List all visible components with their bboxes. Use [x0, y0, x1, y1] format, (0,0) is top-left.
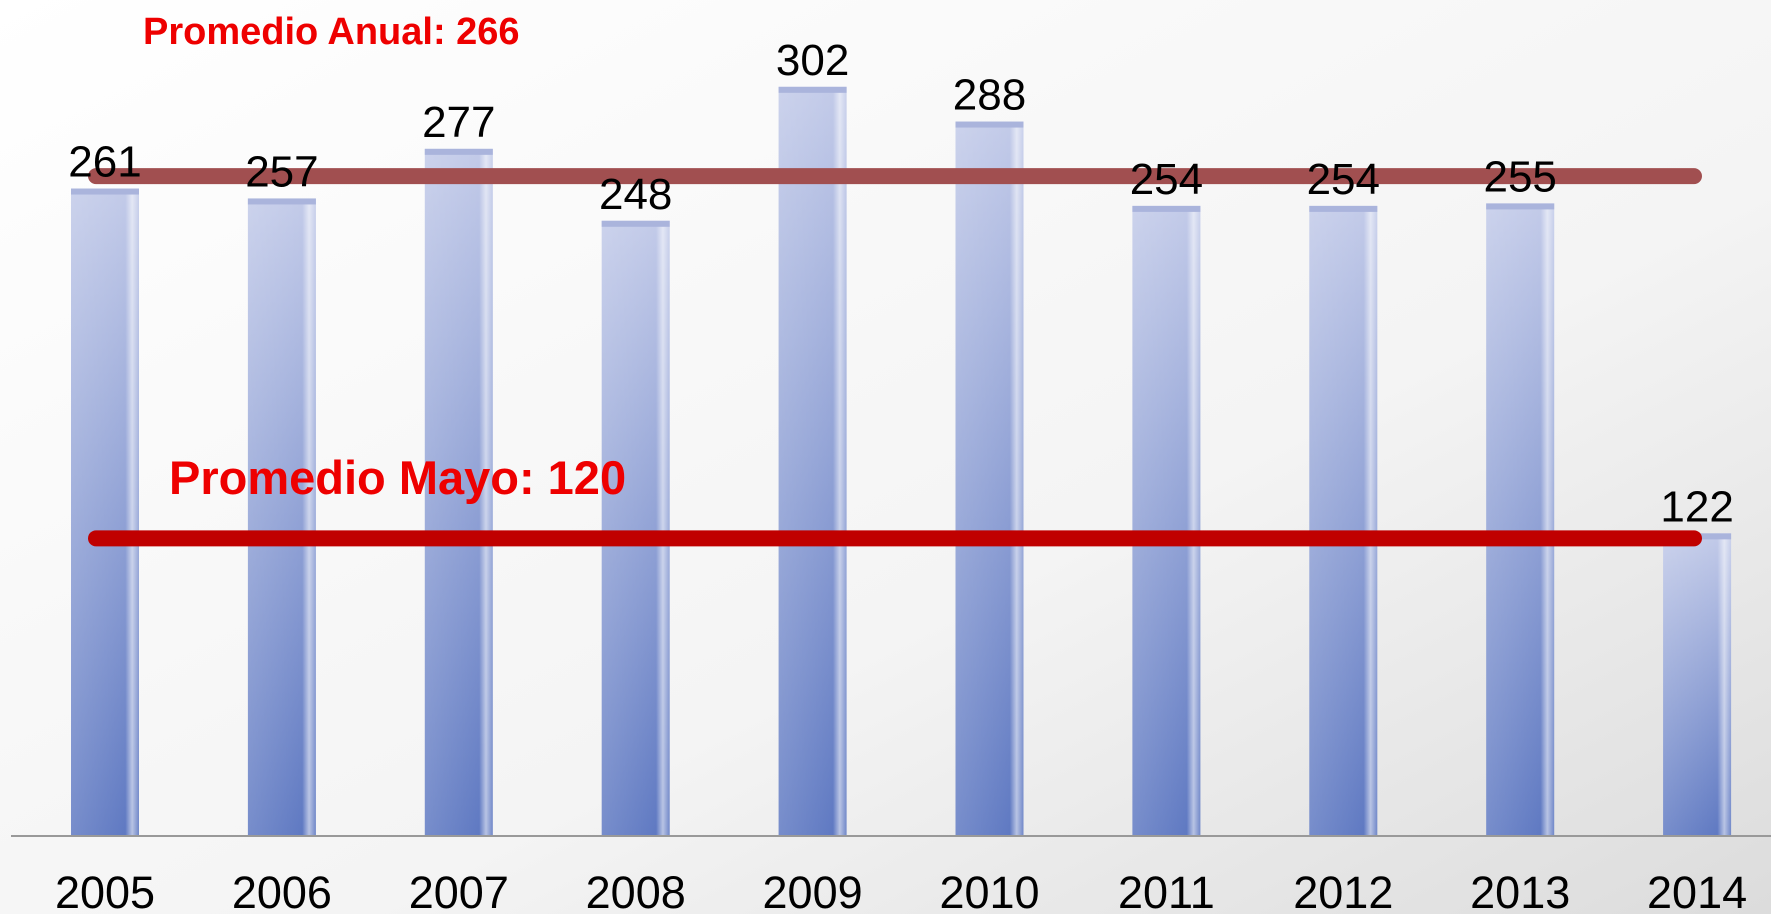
bar-cap — [1309, 205, 1378, 212]
bar-cap — [778, 86, 847, 93]
data-label: 302 — [776, 36, 849, 85]
annotation: Promedio Mayo: 120 — [169, 451, 626, 504]
bar-cap — [247, 198, 316, 205]
bars — [71, 86, 1732, 837]
bar-shine — [1309, 205, 1378, 836]
data-label: 257 — [245, 147, 318, 196]
bar-shine — [778, 86, 847, 836]
x-tick-label: 2013 — [1470, 867, 1570, 914]
x-tick-label: 2009 — [763, 867, 863, 914]
data-label: 255 — [1483, 152, 1556, 201]
bar-shine — [1132, 205, 1201, 836]
bar-cap — [424, 148, 493, 155]
x-tick-label: 2005 — [55, 867, 155, 914]
data-label: 248 — [599, 170, 672, 219]
data-label: 277 — [422, 98, 495, 147]
x-tick-label: 2011 — [1118, 867, 1215, 914]
bar-shine — [424, 148, 493, 837]
bar-cap — [71, 188, 139, 195]
data-label: 254 — [1307, 155, 1380, 204]
bar-shine — [955, 121, 1024, 837]
bar-cap — [1486, 203, 1555, 210]
bar-shine — [247, 198, 316, 836]
x-tick-label: 2008 — [586, 867, 686, 914]
x-tick-label: 2014 — [1647, 867, 1747, 914]
bar-shine — [601, 220, 670, 836]
data-label: 288 — [953, 71, 1026, 120]
bar-shine — [1663, 533, 1732, 836]
reference-lines — [88, 168, 1702, 547]
x-tick-label: 2007 — [409, 867, 509, 914]
x-tick-label: 2012 — [1293, 867, 1393, 914]
bar-shine — [71, 188, 139, 836]
x-tick-label: 2006 — [232, 867, 332, 914]
bar-cap — [601, 220, 670, 227]
bar-cap — [1132, 205, 1201, 212]
annotation: Promedio Anual: 266 — [143, 11, 520, 53]
data-label: 261 — [68, 138, 141, 187]
bar-shine — [1486, 203, 1555, 836]
x-tick-label: 2010 — [939, 867, 1039, 914]
data-label: 254 — [1130, 155, 1203, 204]
bar-cap — [955, 121, 1024, 128]
data-label: 122 — [1660, 482, 1733, 531]
